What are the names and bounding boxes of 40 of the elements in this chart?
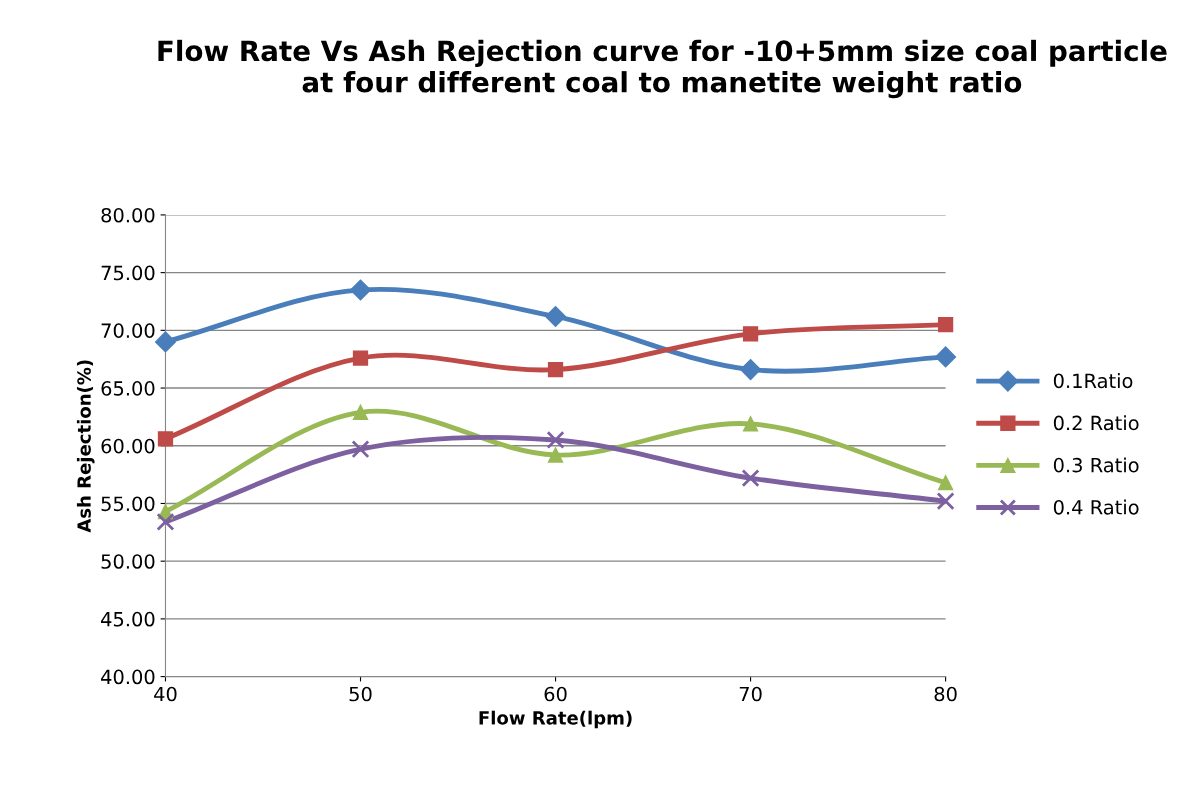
y-tick-label: 45.00 <box>101 611 155 627</box>
x-tick-label: 60 <box>544 686 567 702</box>
y-tick-label: 40.00 <box>101 669 155 685</box>
point <box>156 512 175 531</box>
x-tick-label: 50 <box>349 686 372 702</box>
point <box>937 475 954 491</box>
y-tick-label: 65.00 <box>101 381 155 396</box>
y-tick-label: 70.00 <box>101 323 155 338</box>
legend-label: 0.2 Ratio <box>1053 415 1139 431</box>
x-axis-title: Flow Rate(lpm) <box>479 710 632 729</box>
y-axis-title: Ash Rejection(%) <box>76 360 95 533</box>
legend-label: 0.4 Ratio <box>1053 499 1139 515</box>
legend-label: 0.3 Ratio <box>1053 457 1139 473</box>
legend-label: 0.1Ratio <box>1053 373 1133 389</box>
point <box>545 305 567 328</box>
y-tick-label: 55.00 <box>101 496 155 512</box>
point <box>547 447 564 463</box>
point <box>937 316 954 333</box>
point <box>352 350 369 366</box>
y-tick-label: 60.00 <box>101 438 155 454</box>
point <box>547 361 564 378</box>
point <box>742 416 759 432</box>
point <box>351 440 370 459</box>
point <box>349 279 372 301</box>
point <box>546 430 565 450</box>
point <box>740 359 762 381</box>
point <box>742 326 759 342</box>
y-tick-label: 75.00 <box>101 265 155 281</box>
point <box>154 331 176 353</box>
point <box>936 492 955 511</box>
point <box>741 469 760 488</box>
x-tick-label: 40 <box>154 686 177 702</box>
point <box>352 404 369 420</box>
point <box>157 431 174 447</box>
point <box>935 346 957 368</box>
x-tick-label: 70 <box>739 686 762 702</box>
y-tick-label: 80.00 <box>101 207 155 223</box>
y-tick-label: 50.00 <box>101 554 155 569</box>
chart-title: Flow Rate Vs Ash Rejection curve for -10+5mm size coal particle at four different coal to manetite weight ratio <box>158 39 1167 99</box>
x-tick-label: 80 <box>934 686 957 702</box>
